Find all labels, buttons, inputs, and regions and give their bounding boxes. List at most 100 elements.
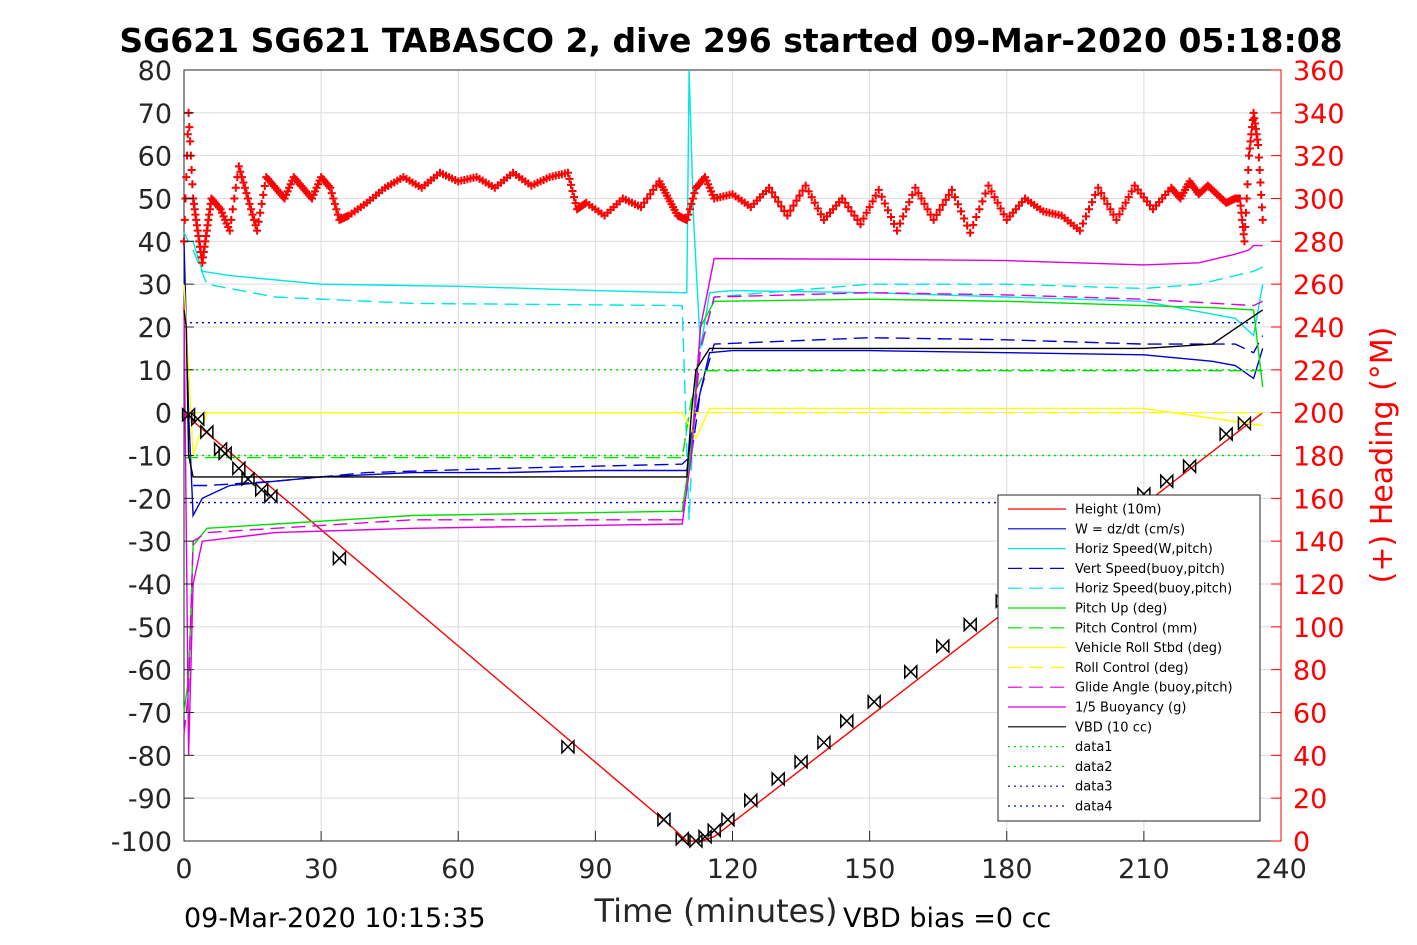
- heading-marker: [981, 189, 990, 198]
- heading-marker: [188, 180, 197, 189]
- height-marker: [771, 771, 785, 787]
- heading-marker: [234, 162, 243, 171]
- heading-marker: [684, 210, 693, 219]
- heading-marker: [187, 165, 196, 174]
- height-marker: [721, 811, 735, 828]
- heading-marker: [228, 205, 237, 214]
- height-marker: [1237, 415, 1252, 432]
- heading-marker: [874, 185, 883, 194]
- heading-marker: [565, 174, 574, 183]
- heading-marker: [685, 205, 694, 214]
- legend-entry: Height (10m): [1075, 503, 1161, 518]
- height-marker: [744, 792, 758, 809]
- height-marker: [904, 663, 918, 680]
- heading-marker: [908, 190, 917, 199]
- heading-marker: [1241, 208, 1250, 217]
- heading-marker: [649, 185, 658, 194]
- x-tick-label: 120: [707, 854, 759, 885]
- heading-marker: [865, 203, 874, 212]
- heading-marker: [240, 183, 249, 192]
- heading-marker: [807, 193, 816, 202]
- heading-marker: [1236, 201, 1245, 210]
- footer-vbd-bias: VBD bias =0 cc: [843, 903, 1051, 934]
- heading-marker: [256, 208, 265, 217]
- legend-entry: data2: [1075, 760, 1113, 775]
- right-axis-label: (+) Heading (°M): [1365, 327, 1400, 584]
- heading-marker: [813, 204, 822, 213]
- heading-marker: [972, 213, 981, 222]
- heading-marker: [801, 181, 810, 190]
- height-marker: [698, 828, 712, 845]
- heading-marker: [688, 194, 697, 203]
- heading-marker: [914, 189, 923, 198]
- heading-marker: [231, 183, 240, 192]
- heading-marker: [1115, 210, 1124, 219]
- left-tick-label: 30: [138, 270, 172, 301]
- heading-marker: [859, 214, 868, 223]
- heading-marker: [1081, 212, 1090, 221]
- heading-marker: [966, 228, 975, 237]
- heading-marker: [643, 194, 652, 203]
- legend-entry: data1: [1075, 740, 1113, 755]
- heading-marker: [841, 198, 850, 207]
- heading-marker: [242, 189, 251, 198]
- legend-box: [997, 494, 1261, 822]
- height-marker: [840, 713, 854, 729]
- heading-marker: [877, 192, 886, 201]
- heading-marker: [960, 214, 969, 223]
- height-marker: [867, 693, 881, 710]
- heading-marker: [871, 191, 880, 200]
- height-marker: [241, 471, 255, 487]
- height-marker: [817, 734, 831, 751]
- heading-marker: [1094, 183, 1103, 192]
- heading-marker: [792, 196, 801, 205]
- right-tick-label: 160: [1293, 484, 1345, 515]
- height-marker: [1182, 458, 1197, 475]
- heading-marker: [950, 193, 959, 202]
- legend-entry: Roll Control (deg): [1075, 661, 1189, 676]
- heading-marker: [245, 199, 254, 208]
- heading-marker: [1100, 194, 1109, 203]
- series-line-4: [193, 335, 1264, 487]
- heading-marker: [783, 211, 792, 220]
- x-tick-label: 60: [441, 854, 475, 885]
- left-tick-label: 80: [138, 56, 172, 87]
- heading-marker: [182, 173, 191, 182]
- heading-marker: [917, 194, 926, 203]
- right-tick-label: 220: [1293, 356, 1345, 387]
- heading-marker: [327, 189, 336, 198]
- heading-marker: [1127, 187, 1136, 196]
- height-marker: [200, 424, 214, 440]
- right-tick-label: 240: [1293, 313, 1345, 344]
- heading-marker: [180, 215, 189, 224]
- heading-marker: [795, 191, 804, 200]
- legend-entry: data3: [1075, 780, 1113, 795]
- heading-marker: [237, 173, 246, 182]
- right-tick-label: 0: [1293, 827, 1310, 858]
- heading-marker: [804, 187, 813, 196]
- heading-marker: [1097, 189, 1106, 198]
- right-tick-label: 60: [1293, 699, 1327, 730]
- heading-marker: [911, 183, 920, 192]
- heading-marker: [932, 210, 941, 219]
- heading-marker: [996, 204, 1005, 213]
- height-marker: [181, 406, 196, 423]
- heading-marker: [1243, 180, 1252, 189]
- x-tick-label: 240: [1255, 854, 1307, 885]
- left-tick-label: 40: [138, 227, 172, 258]
- left-tick-label: 50: [138, 185, 172, 216]
- left-tick-label: -30: [128, 527, 172, 558]
- legend-entry: Vert Speed(buoy,pitch): [1075, 562, 1225, 577]
- heading-marker: [682, 215, 691, 224]
- heading-marker: [862, 208, 871, 217]
- heading-marker: [330, 199, 339, 208]
- heading-marker: [850, 211, 859, 220]
- heading-marker: [856, 220, 865, 229]
- x-tick-label: 90: [578, 854, 612, 885]
- x-tick-label: 210: [1118, 854, 1170, 885]
- heading-marker: [248, 210, 257, 219]
- legend: Height (10m) W = dz/dt (cm/s) Horiz Speed(…: [997, 494, 1261, 822]
- heading-marker: [185, 123, 194, 132]
- heading-marker: [568, 187, 577, 196]
